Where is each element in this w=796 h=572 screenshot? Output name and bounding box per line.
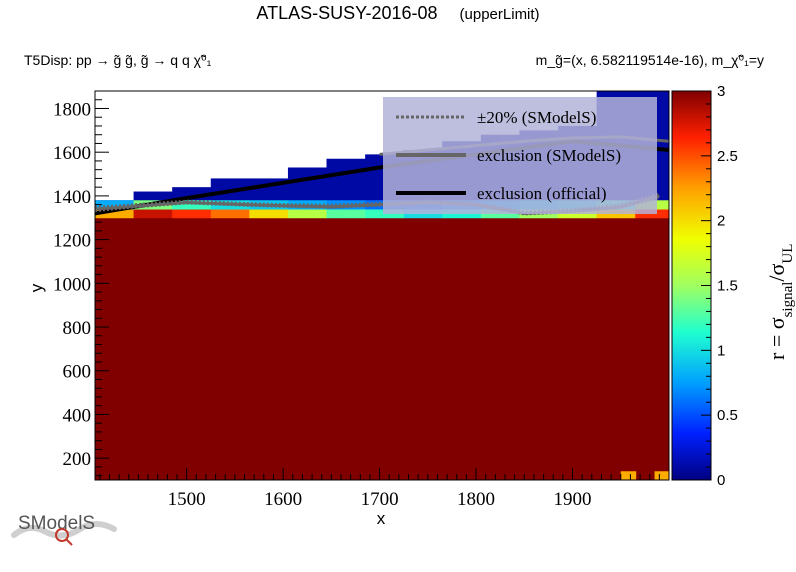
logo-magnifier-icon	[55, 528, 69, 542]
x-tick-label: 1900	[554, 489, 592, 510]
y-axis: 200 400 600 800 1000 1200 1400 1600 1800	[53, 90, 109, 477]
heatmap-cell	[249, 209, 289, 219]
heatmap-cell	[628, 471, 637, 480]
colorbar-label: r = σsignal/σUL	[764, 244, 796, 360]
y-tick-label: 400	[63, 405, 92, 426]
colorbar-axis: 0 0.5 1 1.5 2 2.5 3	[701, 83, 738, 489]
logo-swoosh	[11, 521, 117, 539]
heatmap-cell	[287, 209, 328, 219]
z-tick-label: 1	[717, 342, 725, 359]
title-main: ATLAS-SUSY-2016-08	[256, 3, 438, 23]
heatmap-cell	[95, 209, 135, 219]
legend-label: exclusion (SModelS)	[477, 146, 621, 165]
y-tick-label: 1800	[53, 99, 91, 120]
process-label: T5Disp: pp → g̃ g̃, g̃ → q q χ̃⁰₁	[24, 52, 212, 68]
y-tick-label: 1200	[53, 231, 91, 252]
legend: ±20% (SModelS) exclusion (SModelS) exclusi…	[383, 97, 657, 214]
smodels-logo: SModelS	[10, 505, 120, 552]
z-tick-label: 1.5	[717, 278, 738, 295]
y-tick-label: 1400	[53, 187, 91, 208]
heatmap-cell	[620, 471, 629, 480]
y-tick-label: 1000	[53, 274, 91, 295]
heatmap-cell	[654, 471, 669, 480]
mass-label: m_g̃=(x, 6.582119514e-16), m_χ̃⁰₁=y	[535, 52, 764, 68]
z-tick-label: 2	[717, 213, 725, 230]
logo-text: SModelS	[18, 513, 95, 534]
z-tick-label: 0	[717, 472, 725, 489]
heatmap-cell	[172, 209, 212, 219]
y-tick-label: 200	[63, 449, 92, 470]
x-tick-label: 1500	[168, 489, 206, 510]
plot-frame	[94, 90, 670, 481]
heatmap-cell	[172, 200, 212, 210]
y-axis-label: y	[27, 283, 46, 292]
chart-title: ATLAS-SUSY-2016-08 (upperLimit)	[0, 3, 796, 24]
heatmap-cell	[326, 209, 366, 219]
x-tick-label: 1600	[264, 489, 302, 510]
legend-label: exclusion (official)	[477, 184, 607, 203]
z-tick-label: 3	[717, 83, 725, 100]
x-axis-label: x	[377, 509, 386, 528]
y-tick-label: 1600	[53, 143, 91, 164]
smodels-logo-graphic: SModelS	[11, 513, 117, 546]
heatmap-cell	[210, 209, 250, 219]
heatmap-cell	[95, 200, 135, 210]
x-tick-label: 1800	[457, 489, 495, 510]
logo-magnifier-handle	[65, 538, 73, 546]
title-tag: (upperLimit)	[459, 6, 540, 23]
heatmap-cell	[133, 209, 173, 219]
heatmap-bulk-region	[95, 217, 669, 480]
y-tick-label: 600	[63, 362, 92, 383]
series-line-3	[94, 192, 660, 213]
x-axis: 1500 1600 1700 1800 1900	[99, 468, 670, 510]
x-tick-label: 1700	[361, 489, 399, 510]
z-tick-label: 0.5	[717, 407, 738, 424]
y-tick-label: 800	[63, 318, 92, 339]
series-line-2	[94, 197, 660, 216]
z-tick-label: 2.5	[717, 148, 738, 165]
legend-label: ±20% (SModelS)	[477, 108, 596, 127]
